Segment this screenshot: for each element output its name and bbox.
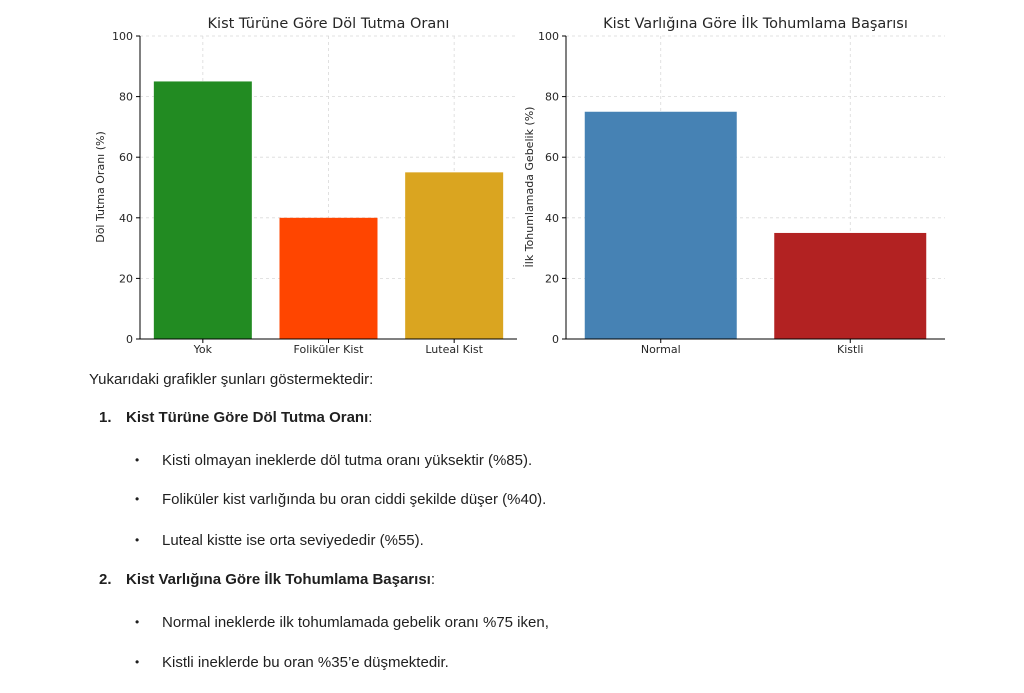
chart-1-bar: [153, 81, 252, 339]
chart-1-title: Kist Türüne Göre Döl Tutma Oranı: [208, 16, 450, 32]
section-1-colon: :: [368, 409, 373, 426]
chart-2-y-tick-label: 60: [545, 151, 559, 164]
list-item-text: Luteal kistte ise orta seviyededir (%55)…: [162, 532, 424, 549]
section-2-title: Kist Varlığına Göre İlk Tohumlama Başarı…: [126, 571, 431, 588]
list-item: • Normal ineklerde ilk tohumlamada gebeli…: [135, 614, 549, 631]
chart-2-bar: [774, 232, 927, 339]
list-item: • Foliküler kist varlığında bu oran ciddi…: [135, 491, 546, 508]
list-item-text: Kisti olmayan ineklerde döl tutma oranı …: [162, 452, 533, 469]
section-2-heading: 2. Kist Varlığına Göre İlk Tohumlama Başa…: [99, 571, 435, 588]
chart-1-y-tick-label: 40: [119, 212, 133, 225]
section-1-title: Kist Türüne Göre Döl Tutma Oranı: [126, 409, 369, 426]
chart-2-title: Kist Varlığına Göre İlk Tohumlama Başarı…: [603, 14, 908, 32]
chart-2-y-tick-label: 40: [545, 212, 559, 225]
chart-1-y-tick-label: 100: [112, 30, 133, 43]
charts-figure: 0 20 40 60 80 100 Yok Foliküler Kist Luteal Kist…: [94, 14, 945, 356]
chart-1-x-tick-label: Yok: [193, 343, 213, 356]
bullet-icon: •: [135, 615, 140, 629]
list-item-text: Normal ineklerde ilk tohumlamada gebelik…: [162, 614, 549, 631]
list-item-text: Foliküler kist varlığında bu oran ciddi …: [162, 491, 547, 508]
bullet-icon: •: [135, 453, 140, 467]
chart-1-y-tick-label: 80: [119, 91, 133, 104]
bullet-icon: •: [135, 533, 140, 547]
chart-1-y-tick-label: 0: [126, 333, 133, 346]
list-item: • Kistli ineklerde bu oran %35’e düşmekte…: [135, 654, 449, 671]
list-item: • Luteal kistte ise orta seviyededir (%55…: [135, 532, 424, 549]
chart-2-y-tick-label: 80: [545, 91, 559, 104]
chart-2-bar: [584, 111, 737, 339]
bullet-icon: •: [135, 655, 140, 669]
chart-1-y-tick-label: 20: [119, 272, 133, 285]
chart-2-y-tick-label: 20: [545, 272, 559, 285]
chart-1-y-tick-label: 60: [119, 151, 133, 164]
section-1-heading: 1. Kist Türüne Göre Döl Tutma Oranı:: [99, 409, 372, 426]
chart-2-y-tick-label: 100: [538, 30, 559, 43]
list-item: • Kisti olmayan ineklerde döl tutma oranı…: [135, 452, 532, 469]
intro-paragraph: Yukarıdaki grafikler şunları göstermekte…: [89, 371, 374, 388]
chart-1-y-axis-label: Döl Tutma Oranı (%): [94, 131, 107, 243]
section-2-colon: :: [430, 571, 435, 588]
list-item-text: Kistli ineklerde bu oran %35’e düşmekted…: [162, 654, 449, 671]
chart-2-y-axis-label: İlk Tohumlamada Gebelik (%): [523, 107, 536, 268]
section-2-number: 2.: [99, 571, 112, 588]
chart-1-x-tick-label: Foliküler Kist: [294, 343, 365, 356]
section-1-number: 1.: [99, 409, 112, 426]
chart-2-x-tick-label: Kistli: [837, 343, 863, 356]
chart-2-y-tick-label: 0: [552, 333, 559, 346]
chart-2-x-tick-label: Normal: [641, 343, 681, 356]
chart-1-x-tick-label: Luteal Kist: [425, 343, 483, 356]
chart-1-bar: [405, 172, 504, 339]
bullet-icon: •: [135, 492, 140, 506]
chart-1-bar: [279, 217, 378, 339]
